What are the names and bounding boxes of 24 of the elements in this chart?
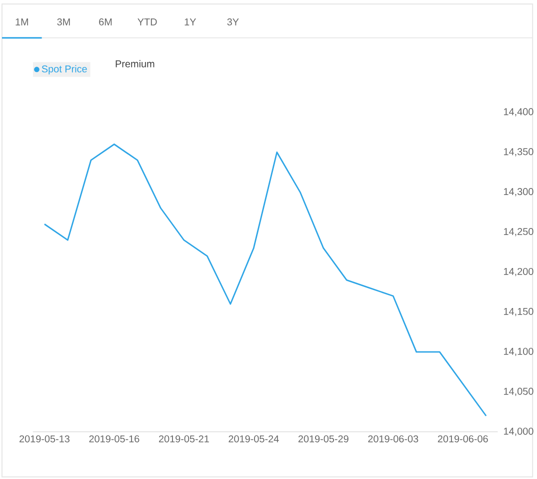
y-tick-label: 14,150 (504, 308, 534, 316)
y-tick-label: 14,350 (504, 148, 534, 156)
x-tick-label: 2019-06-06 (438, 435, 488, 442)
y-tick-label: 14,200 (504, 268, 534, 276)
legend-label: Spot Price (42, 65, 87, 74)
text: 1Y (184, 18, 196, 26)
y-tick-label: 14,250 (504, 228, 534, 236)
text: 6M (99, 18, 112, 26)
y-tick-label: 14,300 (504, 188, 534, 196)
x-tick-label: 2019-05-16 (89, 435, 140, 442)
x-tick-label: 2019-05-13 (20, 435, 70, 442)
text: Premium (116, 60, 154, 68)
text: YTD (138, 18, 157, 26)
y-tick-label: 14,400 (504, 108, 534, 116)
text: 3M (57, 18, 70, 26)
y-tick-label: 14,100 (504, 348, 534, 356)
x-tick-label: 2019-05-29 (298, 435, 348, 442)
x-tick-label: 2019-05-21 (158, 435, 209, 442)
text: 1M (16, 18, 28, 26)
text: 3Y (227, 18, 239, 26)
x-tick-label: 2019-06-03 (368, 435, 418, 442)
y-tick-label: 14,000 (504, 428, 534, 436)
y-tick-label: 14,050 (504, 388, 534, 396)
x-tick-label: 2019-05-24 (228, 435, 279, 442)
